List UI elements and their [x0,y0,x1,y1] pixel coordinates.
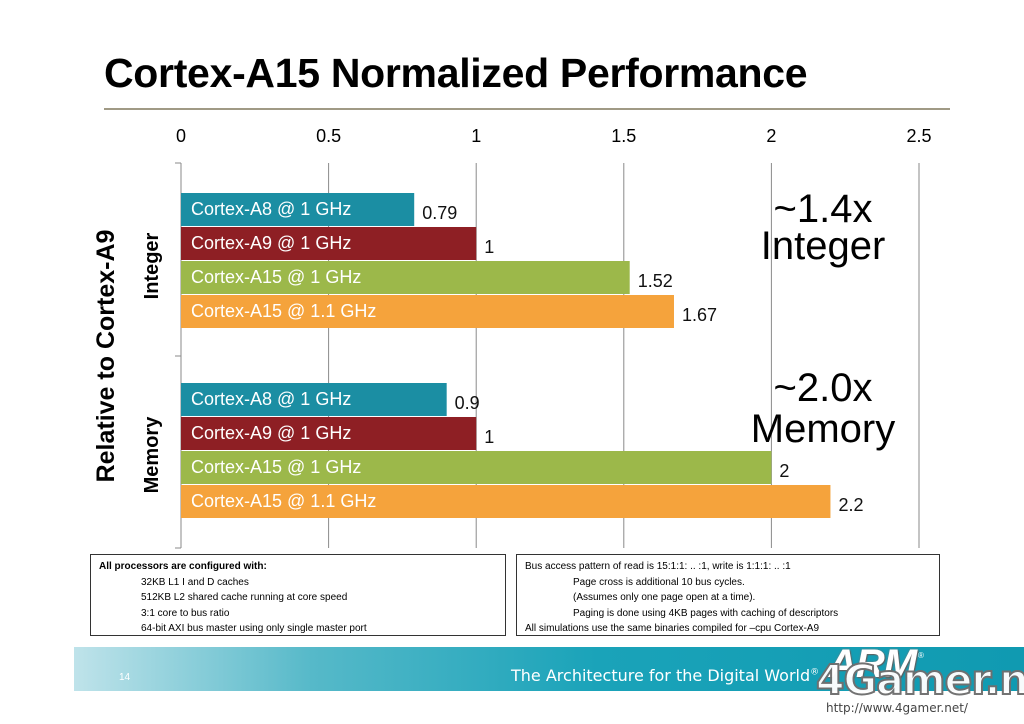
y-axis-title: Relative to Cortex-A9 [92,230,120,483]
slide-title: Cortex-A15 Normalized Performance [104,50,808,96]
bar-label: Cortex-A15 @ 1.1 GHz [191,301,376,321]
bus-note-line: Paging is done using 4KB pages with cach… [573,607,839,619]
bar-label: Cortex-A15 @ 1.1 GHz [191,491,376,511]
watermark-logo: 4Gamer.net [815,655,1024,705]
x-tick-label: 2 [766,126,776,146]
x-tick-label: 1.5 [611,126,636,146]
bar [181,193,415,226]
bar-label: Cortex-A15 @ 1 GHz [191,267,361,287]
x-tick-label: 2.5 [906,126,931,146]
data-label: 1.67 [682,305,717,325]
bar-label: Cortex-A9 @ 1 GHz [191,233,351,253]
group-label: Integer [141,232,163,299]
bus-note-line: All simulations use the same binaries co… [525,623,820,634]
x-tick-label: 0.5 [316,126,341,146]
x-tick-label: 0 [176,126,186,146]
config-notes-box: All processors are configured with: 32KB… [90,554,506,636]
bar [181,383,447,416]
data-label: 1 [484,237,494,257]
callout-multiplier: ~1.4x [774,187,873,231]
bus-note-line: (Assumes only one page open at a time). [573,592,756,603]
footer-tagline: The Architecture for the Digital World® [511,666,819,685]
tagline-text: The Architecture for the Digital World [511,666,811,685]
data-label: 2.2 [838,495,863,515]
bar [181,417,477,450]
bar [181,261,630,294]
config-note-line: 32KB L1 I and D caches [141,576,249,588]
arm-logo: ARM [828,642,917,686]
bar-label: Cortex-A8 @ 1 GHz [191,199,351,219]
bus-note-line: Bus access pattern of read is 15:1:1: ..… [525,561,791,572]
data-label: 2 [779,461,789,481]
config-note-line: 512KB L2 shared cache running at core sp… [141,592,348,603]
page-number: 14 [119,672,131,683]
config-note-line: 3:1 core to bus ratio [141,607,230,619]
data-label: 0.79 [422,203,457,223]
bar [181,295,674,328]
watermark-url: http://www.4gamer.net/ [826,701,968,715]
group-label: Memory [141,416,163,494]
callout-multiplier: ~2.0x [774,366,873,410]
bar-label: Cortex-A9 @ 1 GHz [191,423,351,443]
data-label: 0.9 [455,393,480,413]
data-label: 1.52 [638,271,673,291]
footer-bar [74,647,1024,691]
config-notes-heading: All processors are configured with: [99,561,267,572]
x-tick-label: 1 [471,126,481,146]
title-divider [104,108,950,110]
tagline-registered-mark: ® [810,667,820,678]
bus-notes-box: Bus access pattern of read is 15:1:1: ..… [516,554,940,636]
bus-note-line: Page cross is additional 10 bus cycles. [573,576,745,588]
bar [181,485,831,518]
logo-registered-mark: ® [918,651,924,660]
callout-category: Integer [761,224,886,268]
config-note-line: 64-bit AXI bus master using only single … [141,623,367,634]
bar [181,451,772,484]
callout-category: Memory [751,407,895,451]
data-label: 1 [484,427,494,447]
bar-label: Cortex-A15 @ 1 GHz [191,457,361,477]
bar-label: Cortex-A8 @ 1 GHz [191,389,351,409]
bar [181,227,477,260]
